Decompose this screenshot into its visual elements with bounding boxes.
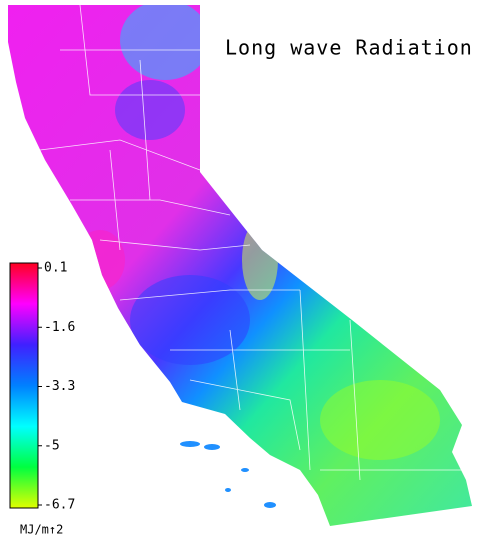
colorbar-tick-label: -3.3 [44,379,75,394]
state-shape [8,5,472,526]
county-lines [39,4,470,481]
colorbar-tick-label: -1.6 [44,320,75,335]
colorbar-unit: MJ/m↑2 [20,523,63,537]
regional-shading [75,5,440,460]
colorbar-tick-label: 0.1 [44,261,67,276]
colorbar-tick-label: -5 [44,438,60,453]
colorbar-tick-label: -6.7 [44,498,75,513]
colorbar: 0.1 -1.6 -3.3 -5 -6.7 [9,261,75,513]
islands [180,441,276,508]
map-title: Long wave Radiation [225,36,473,60]
california [8,4,472,526]
colorbar-ramp [9,262,39,509]
